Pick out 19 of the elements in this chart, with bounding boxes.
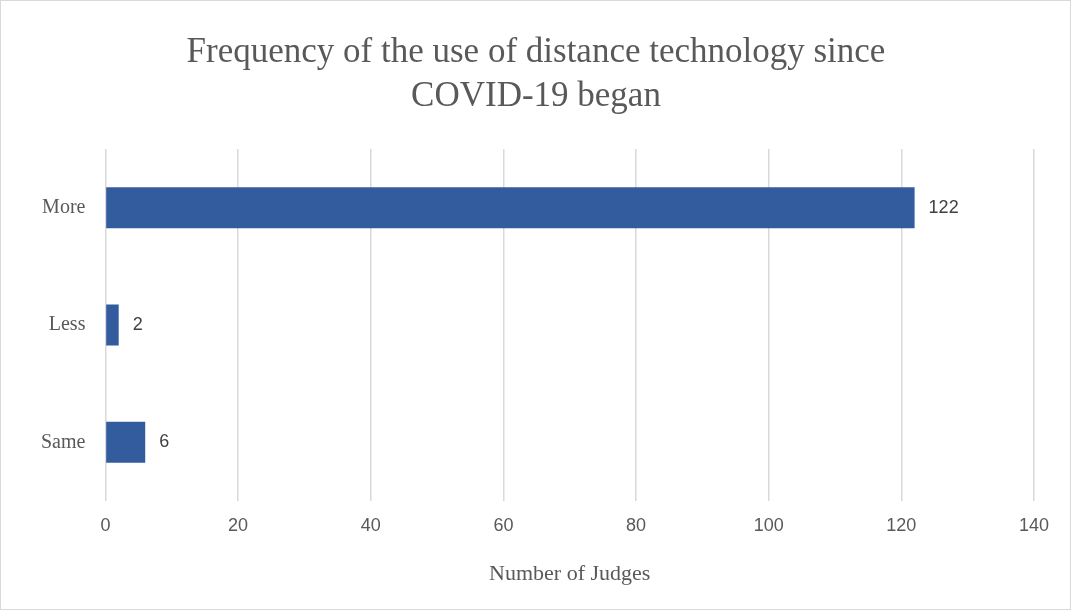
x-tick-label: 120	[886, 514, 917, 535]
x-tick-label: 140	[1018, 514, 1050, 535]
y-tick-label: Less	[48, 312, 86, 335]
x-axis-title: Number of Judges	[489, 559, 651, 585]
x-tick-label: 100	[753, 514, 784, 535]
x-tick-label: 20	[228, 514, 249, 535]
chart-title: Frequency of the use of distance technology since COVID-19 began	[185, 30, 887, 116]
data-label: 2	[132, 313, 143, 334]
data-label: 6	[159, 431, 170, 452]
bar	[106, 421, 146, 463]
x-tick-label: 0	[100, 514, 111, 535]
y-tick-label: Same	[41, 429, 86, 452]
x-tick-label: 60	[493, 514, 514, 535]
y-tick-label: More	[42, 194, 86, 217]
bar	[106, 304, 119, 346]
x-tick-label: 80	[626, 514, 647, 535]
x-tick-label: 40	[360, 514, 381, 535]
bar	[106, 187, 915, 229]
data-label: 122	[928, 196, 959, 217]
